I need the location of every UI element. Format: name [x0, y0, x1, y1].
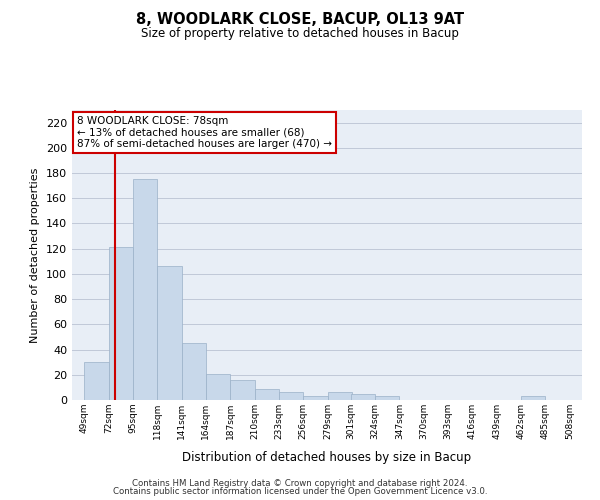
Bar — [521, 396, 545, 400]
Bar — [206, 374, 230, 400]
Bar — [230, 380, 254, 400]
Bar — [133, 180, 157, 400]
Bar — [328, 392, 352, 400]
Bar — [182, 344, 206, 400]
Text: Contains public sector information licensed under the Open Government Licence v3: Contains public sector information licen… — [113, 487, 487, 496]
Bar — [351, 394, 375, 400]
Text: Size of property relative to detached houses in Bacup: Size of property relative to detached ho… — [141, 28, 459, 40]
Bar — [375, 396, 400, 400]
Y-axis label: Number of detached properties: Number of detached properties — [31, 168, 40, 342]
Bar — [84, 362, 109, 400]
Text: Contains HM Land Registry data © Crown copyright and database right 2024.: Contains HM Land Registry data © Crown c… — [132, 478, 468, 488]
Text: Distribution of detached houses by size in Bacup: Distribution of detached houses by size … — [182, 451, 472, 464]
Bar — [157, 266, 182, 400]
Bar — [109, 248, 133, 400]
Bar — [303, 396, 328, 400]
Text: 8, WOODLARK CLOSE, BACUP, OL13 9AT: 8, WOODLARK CLOSE, BACUP, OL13 9AT — [136, 12, 464, 28]
Bar — [254, 388, 279, 400]
Bar — [279, 392, 303, 400]
Text: 8 WOODLARK CLOSE: 78sqm
← 13% of detached houses are smaller (68)
87% of semi-de: 8 WOODLARK CLOSE: 78sqm ← 13% of detache… — [77, 116, 332, 149]
